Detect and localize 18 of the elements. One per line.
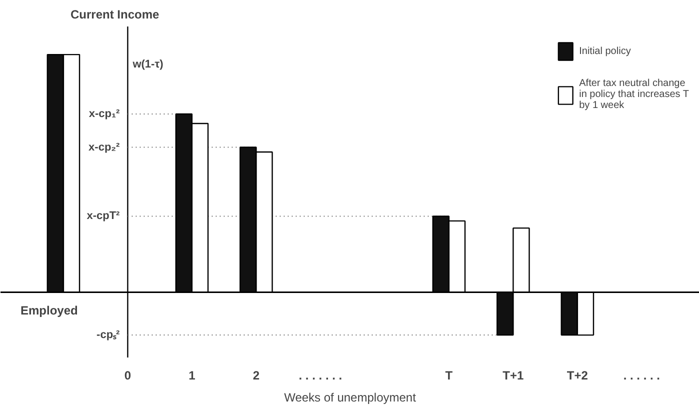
x-tick-label: 2 [252, 368, 260, 382]
annotation: Employed [20, 303, 78, 318]
x-tick-label: T [445, 368, 454, 382]
annotation: x-cpT² [86, 210, 120, 222]
x-tick-label: T+1 [502, 368, 524, 382]
legend-label: Initial policy [579, 44, 631, 58]
x-tick-label: 0 [124, 368, 132, 382]
annotation: -cpₛ² [96, 329, 120, 342]
y-axis-title: Current Income [70, 8, 160, 22]
annotation: x-cp₁² [88, 108, 120, 120]
x-tick-label: 1 [188, 368, 196, 382]
x-tick-label: . . . . . . [623, 368, 660, 382]
x-axis-title: Weeks of unemployment [284, 390, 417, 404]
x-tick-label: . . . . . . . [298, 368, 342, 382]
legend-label: After tax neutral change in policy that increases T by 1 week [579, 78, 689, 111]
annotation: x-cp₂² [88, 141, 120, 154]
annotation: w(1-τ) [132, 58, 164, 71]
x-tick-label: T+2 [566, 368, 588, 382]
